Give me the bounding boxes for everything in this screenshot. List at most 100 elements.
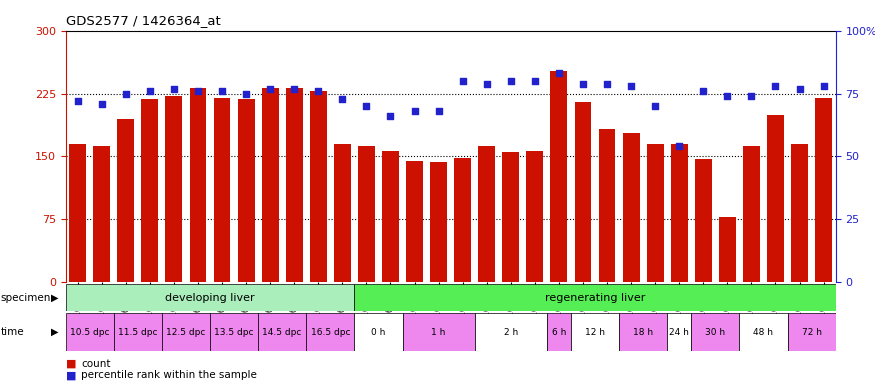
Point: [552, 70, 566, 76]
Bar: [354, 313, 402, 351]
Bar: [286, 88, 303, 282]
Bar: [210, 313, 258, 351]
Text: GDS2577 / 1426364_at: GDS2577 / 1426364_at: [66, 14, 220, 27]
Point: [191, 88, 205, 94]
Text: 10.5 dpc: 10.5 dpc: [70, 328, 109, 337]
Bar: [791, 144, 808, 282]
Bar: [214, 98, 230, 282]
Point: [504, 78, 518, 84]
Text: 14.5 dpc: 14.5 dpc: [262, 328, 302, 337]
Bar: [571, 313, 620, 351]
Bar: [575, 102, 592, 282]
Text: ▶: ▶: [51, 293, 59, 303]
Bar: [382, 151, 399, 282]
Text: ■: ■: [66, 359, 76, 369]
Bar: [94, 146, 110, 282]
Bar: [117, 119, 134, 282]
Point: [528, 78, 542, 84]
Text: 11.5 dpc: 11.5 dpc: [118, 328, 158, 337]
Text: percentile rank within the sample: percentile rank within the sample: [81, 370, 257, 380]
Text: regenerating liver: regenerating liver: [545, 293, 645, 303]
Bar: [354, 284, 836, 311]
Bar: [550, 71, 567, 282]
Bar: [66, 313, 114, 351]
Bar: [430, 162, 447, 282]
Text: 72 h: 72 h: [802, 328, 822, 337]
Text: time: time: [1, 327, 24, 337]
Bar: [719, 217, 736, 282]
Point: [408, 108, 422, 114]
Point: [287, 86, 301, 92]
Bar: [739, 313, 788, 351]
Text: 6 h: 6 h: [552, 328, 566, 337]
Point: [720, 93, 734, 99]
Point: [239, 91, 253, 97]
Bar: [695, 159, 711, 282]
Point: [600, 81, 614, 87]
Point: [167, 86, 181, 92]
Point: [312, 88, 326, 94]
Bar: [671, 144, 688, 282]
Text: 0 h: 0 h: [371, 328, 386, 337]
Point: [480, 81, 494, 87]
Bar: [334, 144, 351, 282]
Point: [335, 96, 349, 102]
Point: [768, 83, 782, 89]
Bar: [454, 158, 471, 282]
Bar: [165, 96, 182, 282]
Point: [624, 83, 638, 89]
Bar: [238, 99, 255, 282]
Point: [816, 83, 830, 89]
Text: 18 h: 18 h: [634, 328, 653, 337]
Text: 12 h: 12 h: [585, 328, 605, 337]
Bar: [310, 91, 326, 282]
Bar: [258, 313, 306, 351]
Bar: [142, 99, 158, 282]
Text: ■: ■: [66, 370, 76, 380]
Text: 30 h: 30 h: [705, 328, 725, 337]
Point: [263, 86, 277, 92]
Point: [745, 93, 759, 99]
Bar: [69, 144, 86, 282]
Bar: [743, 146, 760, 282]
Bar: [647, 144, 663, 282]
Point: [576, 81, 590, 87]
Bar: [406, 161, 423, 282]
Bar: [190, 88, 206, 282]
Bar: [402, 313, 475, 351]
Point: [143, 88, 157, 94]
Bar: [358, 146, 374, 282]
Text: 2 h: 2 h: [504, 328, 518, 337]
Point: [119, 91, 133, 97]
Text: 48 h: 48 h: [753, 328, 774, 337]
Text: 1 h: 1 h: [431, 328, 445, 337]
Bar: [306, 313, 354, 351]
Point: [696, 88, 710, 94]
Point: [431, 108, 445, 114]
Point: [672, 143, 686, 149]
Point: [456, 78, 470, 84]
Point: [383, 113, 397, 119]
Bar: [114, 313, 162, 351]
Point: [94, 101, 108, 107]
Bar: [502, 152, 519, 282]
Text: 24 h: 24 h: [669, 328, 690, 337]
Point: [215, 88, 229, 94]
Bar: [479, 146, 495, 282]
Bar: [475, 313, 547, 351]
Bar: [598, 129, 615, 282]
Point: [648, 103, 662, 109]
Bar: [691, 313, 739, 351]
Bar: [547, 313, 571, 351]
Bar: [816, 98, 832, 282]
Text: 13.5 dpc: 13.5 dpc: [214, 328, 254, 337]
Text: ▶: ▶: [51, 327, 59, 337]
Text: count: count: [81, 359, 111, 369]
Bar: [623, 133, 640, 282]
Bar: [262, 88, 278, 282]
Point: [360, 103, 374, 109]
Point: [71, 98, 85, 104]
Bar: [788, 313, 836, 351]
Point: [793, 86, 807, 92]
Text: 16.5 dpc: 16.5 dpc: [311, 328, 350, 337]
